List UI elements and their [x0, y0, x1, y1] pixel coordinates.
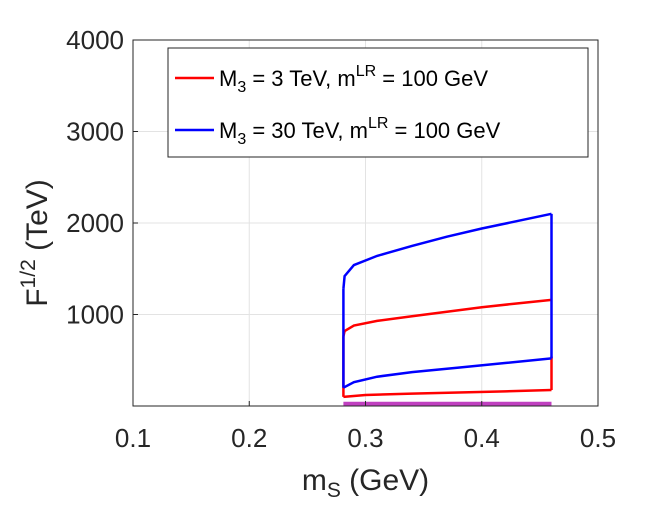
legend-1-a-sub: 3 [237, 131, 246, 148]
legend-1-a: M [219, 118, 237, 143]
series-1-lower-line [342, 357, 552, 389]
y-axis-label-main: F [21, 288, 54, 306]
legend: M3 = 3 TeV, mLR = 100 GeV M3 = 30 TeV, m… [167, 47, 589, 158]
x-tick-label: 0.1 [115, 423, 151, 453]
series-0-upper-line [342, 298, 552, 337]
x-tick-label: 0.3 [347, 423, 383, 453]
legend-1-b-sup: LR [368, 115, 388, 132]
legend-0-b: = 3 TeV, m [246, 66, 355, 91]
y-tick-label: 2000 [66, 208, 124, 238]
x-tick-label: 0.2 [231, 423, 267, 453]
y-axis-label: F1/2 (TeV) [17, 179, 54, 307]
legend-0-a: M [219, 66, 237, 91]
legend-0-b-sup: LR [356, 63, 376, 80]
x-axis-label-main: m [302, 464, 327, 497]
legend-0-a-sub: 3 [237, 79, 246, 96]
y-tick-label: 3000 [66, 117, 124, 147]
axis-ticks: 0.1 0.2 0.3 0.4 0.5 1000 2000 3000 4000 [66, 25, 616, 453]
legend-1-b: = 30 TeV, m [246, 118, 368, 143]
x-tick-label: 0.4 [464, 423, 500, 453]
legend-box [167, 47, 589, 158]
legend-0-c: = 100 GeV [376, 66, 488, 91]
y-axis-label-unit: (TeV) [21, 179, 54, 259]
series-0-lower-line [343, 388, 552, 399]
x-axis-label-sub: S [327, 479, 341, 502]
x-tick-label: 0.5 [580, 423, 616, 453]
legend-1-c: = 100 GeV [388, 118, 500, 143]
y-tick-label: 4000 [66, 25, 124, 55]
y-axis-label-sup: 1/2 [17, 259, 40, 288]
y-tick-label: 1000 [66, 300, 124, 330]
x-axis-label: mS (GeV) [302, 464, 429, 502]
legend-entry-0: M3 = 3 TeV, mLR = 100 GeV [219, 63, 488, 96]
series-1-upper-line [342, 212, 552, 290]
series-group [342, 212, 553, 406]
legend-entry-1: M3 = 30 TeV, mLR = 100 GeV [219, 115, 501, 148]
x-axis-label-unit: (GeV) [341, 464, 429, 497]
